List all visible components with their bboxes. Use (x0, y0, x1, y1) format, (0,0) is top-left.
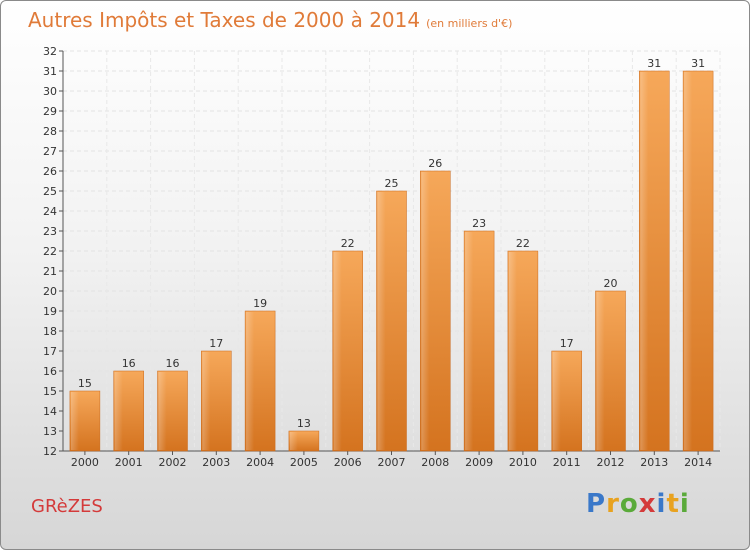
brand-letter: i (656, 489, 667, 519)
brand-logo: Proxiti (586, 489, 690, 519)
data-label: 19 (253, 297, 267, 310)
y-tick-label: 31 (43, 65, 57, 78)
x-tick-label: 2013 (640, 456, 668, 469)
y-tick-label: 17 (43, 345, 57, 358)
y-tick-label: 32 (43, 45, 57, 58)
x-tick-label: 2004 (246, 456, 274, 469)
x-tick-label: 2009 (465, 456, 493, 469)
x-tick-label: 2000 (71, 456, 99, 469)
bar-highlight (465, 232, 474, 450)
y-tick-label: 22 (43, 245, 57, 258)
bars (69, 70, 714, 452)
bar-highlight (202, 352, 211, 450)
y-tick-label: 15 (43, 385, 57, 398)
y-tick-label: 26 (43, 165, 57, 178)
title-block: Autres Impôts et Taxes de 2000 à 2014 (en… (28, 8, 512, 32)
bar-highlight (70, 392, 79, 450)
brand-letter: r (606, 489, 620, 519)
y-tick-label: 24 (43, 205, 57, 218)
x-tick-label: 2005 (290, 456, 318, 469)
data-label: 13 (297, 417, 311, 430)
x-tick-label: 2011 (553, 456, 581, 469)
bar-highlight (158, 372, 167, 450)
y-tick-label: 23 (43, 225, 57, 238)
bar-highlight (246, 312, 255, 450)
brand-letter: t (666, 489, 680, 519)
chart-subtitle: (en milliers d'€) (426, 17, 513, 30)
data-label: 23 (472, 217, 486, 230)
y-tick-label: 16 (43, 365, 57, 378)
brand-letter: o (619, 489, 639, 519)
brand-letter: i (679, 489, 690, 519)
y-tick-label: 27 (43, 145, 57, 158)
x-tick-label: 2008 (421, 456, 449, 469)
brand-letter: x (638, 489, 657, 519)
bar-highlight (421, 172, 430, 450)
x-tick-label: 2001 (115, 456, 143, 469)
bar-highlight (508, 252, 517, 450)
y-tick-label: 13 (43, 425, 57, 438)
data-label: 15 (78, 377, 92, 390)
data-label: 20 (604, 277, 618, 290)
data-label: 17 (209, 337, 223, 350)
x-tick-label: 2014 (684, 456, 712, 469)
x-tick-label: 2006 (334, 456, 362, 469)
data-label: 22 (341, 237, 355, 250)
bar-highlight (114, 372, 123, 450)
data-label: 16 (122, 357, 136, 370)
x-tick-label: 2010 (509, 456, 537, 469)
brand-letter: P (586, 489, 607, 519)
y-tick-label: 18 (43, 325, 57, 338)
labels: 12 13 14 15 16 17 18 19 20 21 22 23 24 25 26 27 28 29 30 31… (43, 45, 712, 469)
bar-highlight (684, 72, 693, 450)
y-tick-label: 30 (43, 85, 57, 98)
data-label: 16 (166, 357, 180, 370)
data-label: 17 (560, 337, 574, 350)
y-tick-label: 12 (43, 445, 57, 458)
y-tick-label: 28 (43, 125, 57, 138)
bar-highlight (640, 72, 649, 450)
y-tick-label: 29 (43, 105, 57, 118)
data-label: 25 (385, 177, 399, 190)
y-tick-label: 25 (43, 185, 57, 198)
bar-highlight (552, 352, 561, 450)
y-tick-label: 21 (43, 265, 57, 278)
bar-highlight (596, 292, 605, 450)
bar-highlight (289, 432, 298, 450)
bar-highlight (377, 192, 386, 450)
x-tick-label: 2012 (597, 456, 625, 469)
data-label: 31 (691, 57, 705, 70)
x-tick-label: 2007 (378, 456, 406, 469)
x-tick-label: 2002 (159, 456, 187, 469)
data-label: 31 (647, 57, 661, 70)
y-tick-label: 19 (43, 305, 57, 318)
y-tick-label: 14 (43, 405, 57, 418)
bar-highlight (333, 252, 342, 450)
data-label: 22 (516, 237, 530, 250)
y-tick-label: 20 (43, 285, 57, 298)
chart-title: Autres Impôts et Taxes de 2000 à 2014 (28, 8, 421, 32)
x-tick-label: 2003 (202, 456, 230, 469)
commune-name: GRèZES (31, 496, 103, 517)
data-label: 26 (428, 157, 442, 170)
